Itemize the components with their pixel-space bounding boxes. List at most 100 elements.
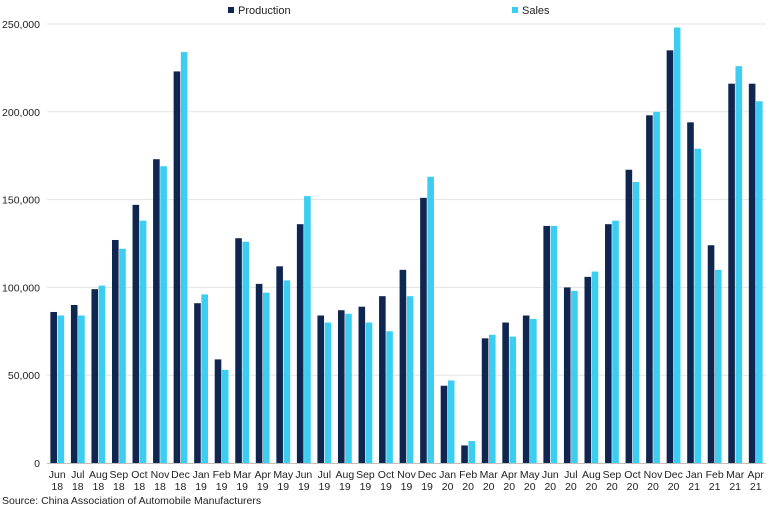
bar-production-mar-21 bbox=[728, 83, 735, 463]
bar-sales-jul-18 bbox=[78, 315, 85, 463]
x-tick-label: Jul 20 bbox=[564, 469, 577, 493]
bar-sales-jan-21 bbox=[694, 148, 701, 463]
bar-sales-mar-21 bbox=[735, 66, 743, 464]
bar-sales-dec-20 bbox=[673, 27, 681, 464]
bar-production-sep-20 bbox=[605, 224, 612, 463]
x-tick-label: Sep 18 bbox=[110, 469, 129, 493]
bar-production-aug-19 bbox=[337, 310, 345, 463]
x-tick-label: Jul 19 bbox=[318, 469, 331, 493]
y-tick-label: 250,000 bbox=[2, 19, 40, 31]
x-tick-label: Sep 19 bbox=[356, 469, 375, 493]
x-tick-label: Mar 19 bbox=[233, 469, 252, 493]
bar-sales-jul-19 bbox=[324, 322, 332, 463]
bar-sales-nov-20 bbox=[653, 111, 660, 464]
bar-production-may-19 bbox=[276, 266, 283, 463]
bar-sales-sep-18 bbox=[119, 248, 126, 463]
bar-production-mar-19 bbox=[235, 238, 242, 463]
x-tick-label: Aug 18 bbox=[89, 469, 108, 493]
bar-sales-aug-18 bbox=[98, 285, 106, 463]
bar-production-nov-20 bbox=[646, 115, 653, 463]
bar-sales-feb-19 bbox=[221, 369, 229, 463]
bar-production-apr-19 bbox=[255, 283, 263, 463]
bar-sales-feb-21 bbox=[714, 269, 722, 463]
x-tick-label: Mar 20 bbox=[480, 469, 499, 493]
x-tick-label: Jan 19 bbox=[193, 469, 210, 493]
x-tick-label: Mar 21 bbox=[726, 469, 745, 493]
legend-label-sales: Sales bbox=[522, 5, 550, 17]
x-tick-label: Apr 19 bbox=[255, 469, 272, 493]
bar-sales-may-20 bbox=[530, 319, 537, 463]
legend: Production Sales bbox=[228, 5, 550, 17]
bar-production-feb-21 bbox=[707, 245, 715, 463]
bar-production-jul-19 bbox=[317, 315, 325, 463]
bar-production-oct-20 bbox=[625, 169, 633, 464]
bar-production-feb-20 bbox=[461, 445, 468, 463]
x-tick-label: Jul 18 bbox=[71, 469, 84, 493]
y-axis-tick-labels: 0 50,000 100,000 150,000 200,000 250,000 bbox=[2, 19, 40, 470]
bar-production-oct-19 bbox=[379, 296, 386, 463]
legend-swatch-production bbox=[228, 7, 234, 13]
x-tick-label: Nov 19 bbox=[397, 469, 416, 493]
bar-production-feb-19 bbox=[214, 359, 222, 463]
bar-sales-mar-20 bbox=[488, 334, 496, 463]
bar-production-aug-18 bbox=[91, 289, 99, 463]
bar-sales-jun-19 bbox=[304, 196, 311, 463]
bar-sales-jan-20 bbox=[447, 380, 455, 463]
bar-sales-apr-21 bbox=[756, 101, 763, 463]
x-tick-label: Jan 21 bbox=[686, 469, 703, 493]
bar-production-jan-19 bbox=[194, 303, 201, 463]
bar-sales-aug-20 bbox=[591, 271, 599, 463]
x-tick-label: Oct 20 bbox=[624, 469, 640, 493]
bar-sales-sep-20 bbox=[612, 220, 619, 463]
bar-production-dec-19 bbox=[420, 197, 427, 463]
bar-production-nov-18 bbox=[153, 159, 160, 463]
bar-production-oct-18 bbox=[132, 204, 140, 464]
bar-sales-nov-18 bbox=[160, 166, 167, 463]
bar-sales-oct-18 bbox=[139, 220, 147, 463]
x-tick-label: Oct 18 bbox=[131, 469, 147, 493]
y-tick-label: 0 bbox=[34, 458, 40, 470]
bar-production-jul-20 bbox=[563, 287, 571, 463]
x-tick-label: Apr 20 bbox=[501, 469, 518, 493]
bar-production-dec-18 bbox=[173, 71, 181, 464]
x-tick-label: Feb 21 bbox=[706, 469, 724, 493]
x-tick-label: Oct 19 bbox=[378, 469, 394, 493]
bar-production-may-20 bbox=[522, 315, 530, 463]
x-tick-label: Sep 20 bbox=[603, 469, 622, 493]
bars bbox=[50, 27, 763, 464]
y-tick-label: 50,000 bbox=[8, 370, 40, 382]
bar-sales-jun-20 bbox=[550, 225, 558, 463]
x-tick-label: Feb 19 bbox=[213, 469, 231, 493]
bar-sales-may-19 bbox=[283, 280, 291, 463]
bar-sales-oct-19 bbox=[386, 331, 393, 463]
bar-production-jul-18 bbox=[70, 304, 78, 463]
bar-production-sep-18 bbox=[112, 239, 119, 463]
x-tick-label: Jun 20 bbox=[542, 469, 559, 493]
legend-label-production: Production bbox=[238, 5, 291, 17]
y-tick-label: 100,000 bbox=[2, 282, 40, 294]
bar-sales-oct-20 bbox=[632, 182, 640, 464]
bar-sales-apr-20 bbox=[509, 336, 517, 463]
bar-sales-jul-20 bbox=[571, 290, 578, 463]
bar-sales-jan-19 bbox=[201, 294, 208, 463]
bar-sales-nov-19 bbox=[406, 296, 414, 463]
x-tick-label: May 19 bbox=[273, 469, 294, 493]
bar-production-jun-20 bbox=[543, 225, 550, 463]
bar-production-dec-20 bbox=[666, 50, 674, 464]
source-note: Source: China Association of Automobile … bbox=[2, 495, 262, 507]
x-tick-label: Apr 21 bbox=[748, 469, 765, 493]
x-tick-label: Feb 20 bbox=[459, 469, 477, 493]
y-tick-label: 200,000 bbox=[2, 107, 40, 119]
bar-production-aug-20 bbox=[584, 276, 592, 463]
bar-production-sep-19 bbox=[358, 306, 366, 463]
x-tick-label: Dec 19 bbox=[418, 469, 437, 493]
bar-sales-mar-19 bbox=[242, 241, 250, 463]
y-tick-label: 150,000 bbox=[2, 195, 40, 207]
legend-swatch-sales bbox=[512, 7, 518, 13]
x-tick-label: Nov 20 bbox=[644, 469, 663, 493]
bar-sales-apr-19 bbox=[263, 292, 270, 463]
bar-sales-feb-20 bbox=[468, 441, 476, 463]
bar-production-apr-21 bbox=[748, 83, 756, 463]
